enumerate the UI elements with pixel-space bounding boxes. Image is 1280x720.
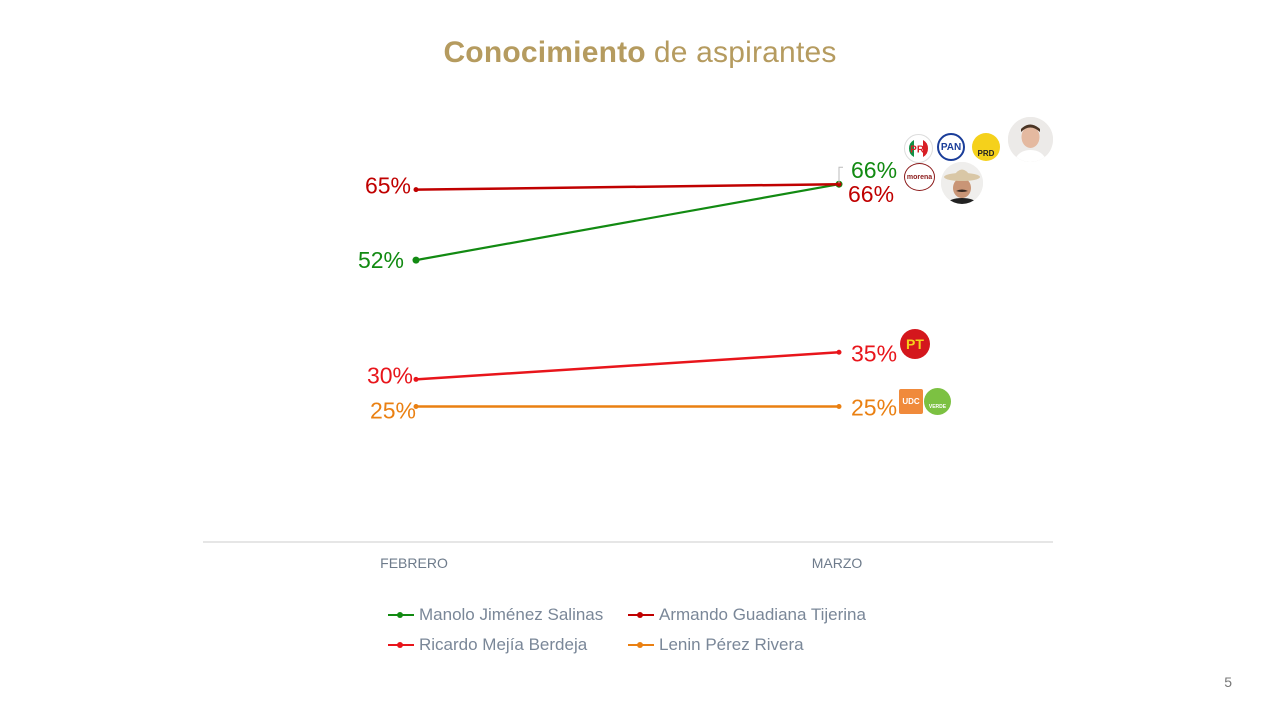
data-point bbox=[836, 181, 842, 187]
candidate-photo-manolo bbox=[1008, 117, 1053, 162]
prd-logo-text: PRD bbox=[977, 149, 995, 158]
label-leader-line bbox=[838, 166, 843, 184]
data-label: 25% bbox=[851, 394, 897, 420]
pt-logo-text: PT bbox=[906, 336, 924, 352]
udc-logo-icon: UDC bbox=[899, 389, 923, 414]
data-label: 66% bbox=[851, 157, 897, 183]
x-tick-label: FEBRERO bbox=[380, 555, 448, 571]
data-point bbox=[413, 187, 419, 193]
series-line-2 bbox=[415, 351, 840, 381]
page-number: 5 bbox=[1224, 674, 1232, 690]
chart-legend: Manolo Jiménez Salinas Armando Guadiana … bbox=[388, 604, 868, 655]
series-line-0 bbox=[415, 183, 840, 262]
udc-logo-text: UDC bbox=[902, 397, 920, 406]
data-point bbox=[836, 403, 842, 409]
verde-logo-icon: VERDE bbox=[924, 388, 951, 415]
legend-label: Lenin Pérez Rivera bbox=[659, 634, 804, 654]
data-labels-layer: 52% 66% 65% 66% 30% 35% 25% 25% bbox=[358, 157, 897, 423]
chart-title: Conocimiento de aspirantes bbox=[0, 36, 1280, 70]
series-line-1 bbox=[415, 182, 840, 191]
series-layer bbox=[412, 180, 843, 409]
legend-item-armando[interactable]: Armando Guadiana Tijerina bbox=[628, 604, 868, 625]
legend-item-lenin[interactable]: Lenin Pérez Rivera bbox=[628, 634, 868, 655]
x-tick-label: MARZO bbox=[812, 555, 863, 571]
data-label: 66% bbox=[848, 181, 894, 207]
legend-label: Ricardo Mejía Berdeja bbox=[419, 634, 588, 654]
morena-logo-icon: morena bbox=[904, 163, 935, 191]
data-label: 30% bbox=[367, 362, 413, 388]
legend-label: Armando Guadiana Tijerina bbox=[659, 604, 866, 624]
legend-swatch-icon bbox=[628, 640, 654, 650]
data-point bbox=[413, 403, 419, 409]
legend-swatch-icon bbox=[388, 610, 414, 620]
prd-logo-icon: PRD bbox=[972, 133, 1000, 161]
title-bold: Conocimiento bbox=[443, 36, 646, 69]
verde-logo-text: VERDE bbox=[928, 404, 947, 410]
morena-logo-text: morena bbox=[906, 173, 933, 181]
pan-logo-text: PAN bbox=[940, 141, 962, 153]
data-label: 35% bbox=[851, 340, 897, 366]
legend-swatch-icon bbox=[388, 640, 414, 650]
data-label: 25% bbox=[370, 397, 416, 423]
data-point bbox=[412, 256, 420, 264]
legend-swatch-icon bbox=[628, 610, 654, 620]
legend-item-ricardo[interactable]: Ricardo Mejía Berdeja bbox=[388, 634, 628, 655]
pri-logo-icon: PRI bbox=[904, 134, 933, 163]
data-point bbox=[413, 376, 419, 382]
pri-logo-text: PRI bbox=[910, 145, 927, 156]
legend-item-manolo[interactable]: Manolo Jiménez Salinas bbox=[388, 604, 628, 625]
pt-logo-icon: PT bbox=[900, 329, 930, 359]
title-rest: de aspirantes bbox=[653, 36, 837, 69]
legend-label: Manolo Jiménez Salinas bbox=[419, 604, 604, 624]
pan-logo-icon: PAN bbox=[937, 133, 965, 161]
data-point bbox=[836, 349, 842, 355]
x-tick-labels: FEBRERO MARZO bbox=[380, 555, 862, 571]
data-label: 65% bbox=[365, 173, 411, 199]
data-label: 52% bbox=[358, 247, 404, 273]
candidate-photo-armando bbox=[941, 162, 983, 204]
